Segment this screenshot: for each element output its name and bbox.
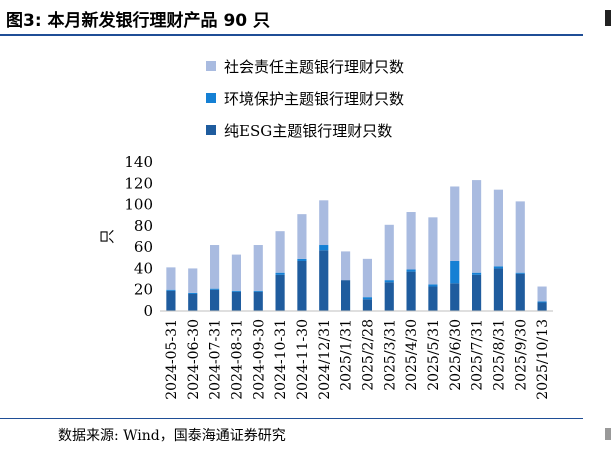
x-tick-label: 2025/3/31 — [382, 319, 398, 391]
y-tick-label: 0 — [143, 302, 153, 320]
bar-segment — [450, 186, 460, 261]
bar-segment — [231, 290, 242, 292]
x-tick-label: 2024/12/31 — [317, 319, 333, 400]
bar-segment — [253, 291, 263, 311]
y-tick-label: 80 — [134, 217, 153, 235]
legend-swatch — [206, 93, 216, 103]
bar-segment — [209, 245, 220, 289]
bar-segment — [340, 280, 351, 311]
bar-segment — [166, 290, 176, 311]
bar-segment — [231, 254, 242, 291]
figure-title: 图3: 本月新发银行理财产品 90 只 — [6, 11, 271, 31]
y-tick-label: 20 — [134, 281, 153, 299]
x-tick-label: 2025/6/30 — [448, 319, 464, 391]
bar-segment — [166, 267, 176, 290]
bar-segment — [166, 289, 176, 291]
bar-segment — [515, 272, 525, 274]
bar-segment — [209, 288, 220, 290]
bar-segment — [188, 293, 198, 311]
source-rule — [0, 418, 583, 419]
y-axis-label: 只 — [98, 229, 116, 244]
legend-item: 环境保护主题银行理财只数 — [206, 82, 404, 114]
bar-segment — [362, 299, 373, 311]
bar-segment — [275, 274, 285, 311]
bar-segment — [450, 283, 460, 311]
bar-segment — [384, 280, 394, 283]
bar-segment — [188, 268, 198, 293]
adjacent-page-fragment — [605, 10, 611, 26]
bar-segment — [515, 201, 525, 273]
legend-swatch — [206, 61, 216, 71]
legend-item: 社会责任主题银行理财只数 — [206, 50, 404, 82]
adjacent-page-fragment-bottom — [605, 428, 611, 440]
bar-segment — [275, 231, 285, 273]
bar-segment — [537, 301, 547, 303]
bar-segment — [297, 258, 307, 261]
legend-label: 纯ESG主题银行理财只数 — [224, 121, 393, 140]
bar-segment — [537, 286, 547, 302]
x-tick-label: 2025/9/30 — [513, 319, 529, 391]
bar-segment — [253, 290, 263, 292]
chart-legend: 社会责任主题银行理财只数 环境保护主题银行理财只数 纯ESG主题银行理财只数 — [206, 50, 404, 146]
x-tick-label: 2024-09-30 — [251, 319, 267, 400]
x-tick-label: 2024-11-30 — [295, 319, 311, 400]
source-note: 数据来源: Wind，国泰海通证券研究 — [58, 428, 286, 444]
bar-segment — [537, 302, 547, 311]
bar-segment — [450, 260, 460, 284]
bar-segment — [493, 266, 504, 269]
x-tick-label: 2025/4/30 — [404, 319, 420, 391]
bar-segment — [297, 214, 307, 259]
legend-label: 社会责任主题银行理财只数 — [224, 57, 405, 76]
bar-segment — [428, 284, 438, 287]
bar-segment — [319, 200, 329, 246]
bar-segment — [297, 260, 307, 311]
y-tick-label: 140 — [124, 153, 153, 171]
legend-label: 环境保护主题银行理财只数 — [224, 89, 405, 108]
x-tick-label: 2025/1/31 — [339, 319, 355, 391]
bar-segment — [471, 180, 482, 273]
bar-segment — [340, 251, 351, 281]
x-tick-label: 2025/7/31 — [470, 319, 486, 391]
bar-segment — [384, 224, 394, 281]
x-tick-label: 2024-07-31 — [208, 319, 224, 400]
x-tick-label: 2024-08-31 — [229, 319, 245, 400]
x-tick-label: 2024-06-30 — [186, 319, 202, 400]
legend-swatch — [206, 125, 216, 135]
y-tick-label: 40 — [134, 259, 153, 277]
bar-segment — [515, 273, 525, 311]
bar-segment — [471, 272, 482, 275]
bar-segment — [493, 268, 504, 311]
bar-segment — [384, 282, 394, 311]
bar-segment — [406, 212, 416, 270]
x-tick-label: 2024-05-31 — [164, 319, 180, 400]
bar-segment — [406, 271, 416, 311]
bar-segment — [428, 286, 438, 311]
bar-segment — [493, 189, 504, 267]
x-tick-label: 2025/10/13 — [535, 319, 551, 400]
bar-segment — [319, 245, 329, 251]
bar-segment — [406, 269, 416, 272]
x-tick-label: 2025/5/31 — [426, 319, 442, 391]
bar-segment — [275, 272, 285, 275]
bar-segment — [209, 289, 220, 311]
bar-segment — [319, 250, 329, 311]
bar-segment — [362, 297, 373, 300]
bar-segment — [253, 245, 263, 291]
y-tick-label: 120 — [124, 174, 153, 192]
bar-segment — [471, 274, 482, 311]
bar-segment — [428, 217, 438, 285]
bar-segment — [231, 291, 242, 311]
title-rule — [0, 34, 583, 36]
y-tick-label: 60 — [134, 238, 153, 256]
bar-segment — [188, 292, 198, 294]
x-tick-label: 2025/8/31 — [491, 319, 507, 391]
y-tick-label: 100 — [124, 196, 153, 214]
x-tick-label: 2025/2/28 — [360, 319, 376, 391]
bar-segment — [362, 258, 373, 298]
legend-item: 纯ESG主题银行理财只数 — [206, 114, 404, 146]
x-tick-label: 2024-10-31 — [273, 319, 289, 400]
chart-svg: 0 20 40 60 80 100 120 140 只 2024-05-31 2024-06-30 2… — [98, 153, 553, 400]
